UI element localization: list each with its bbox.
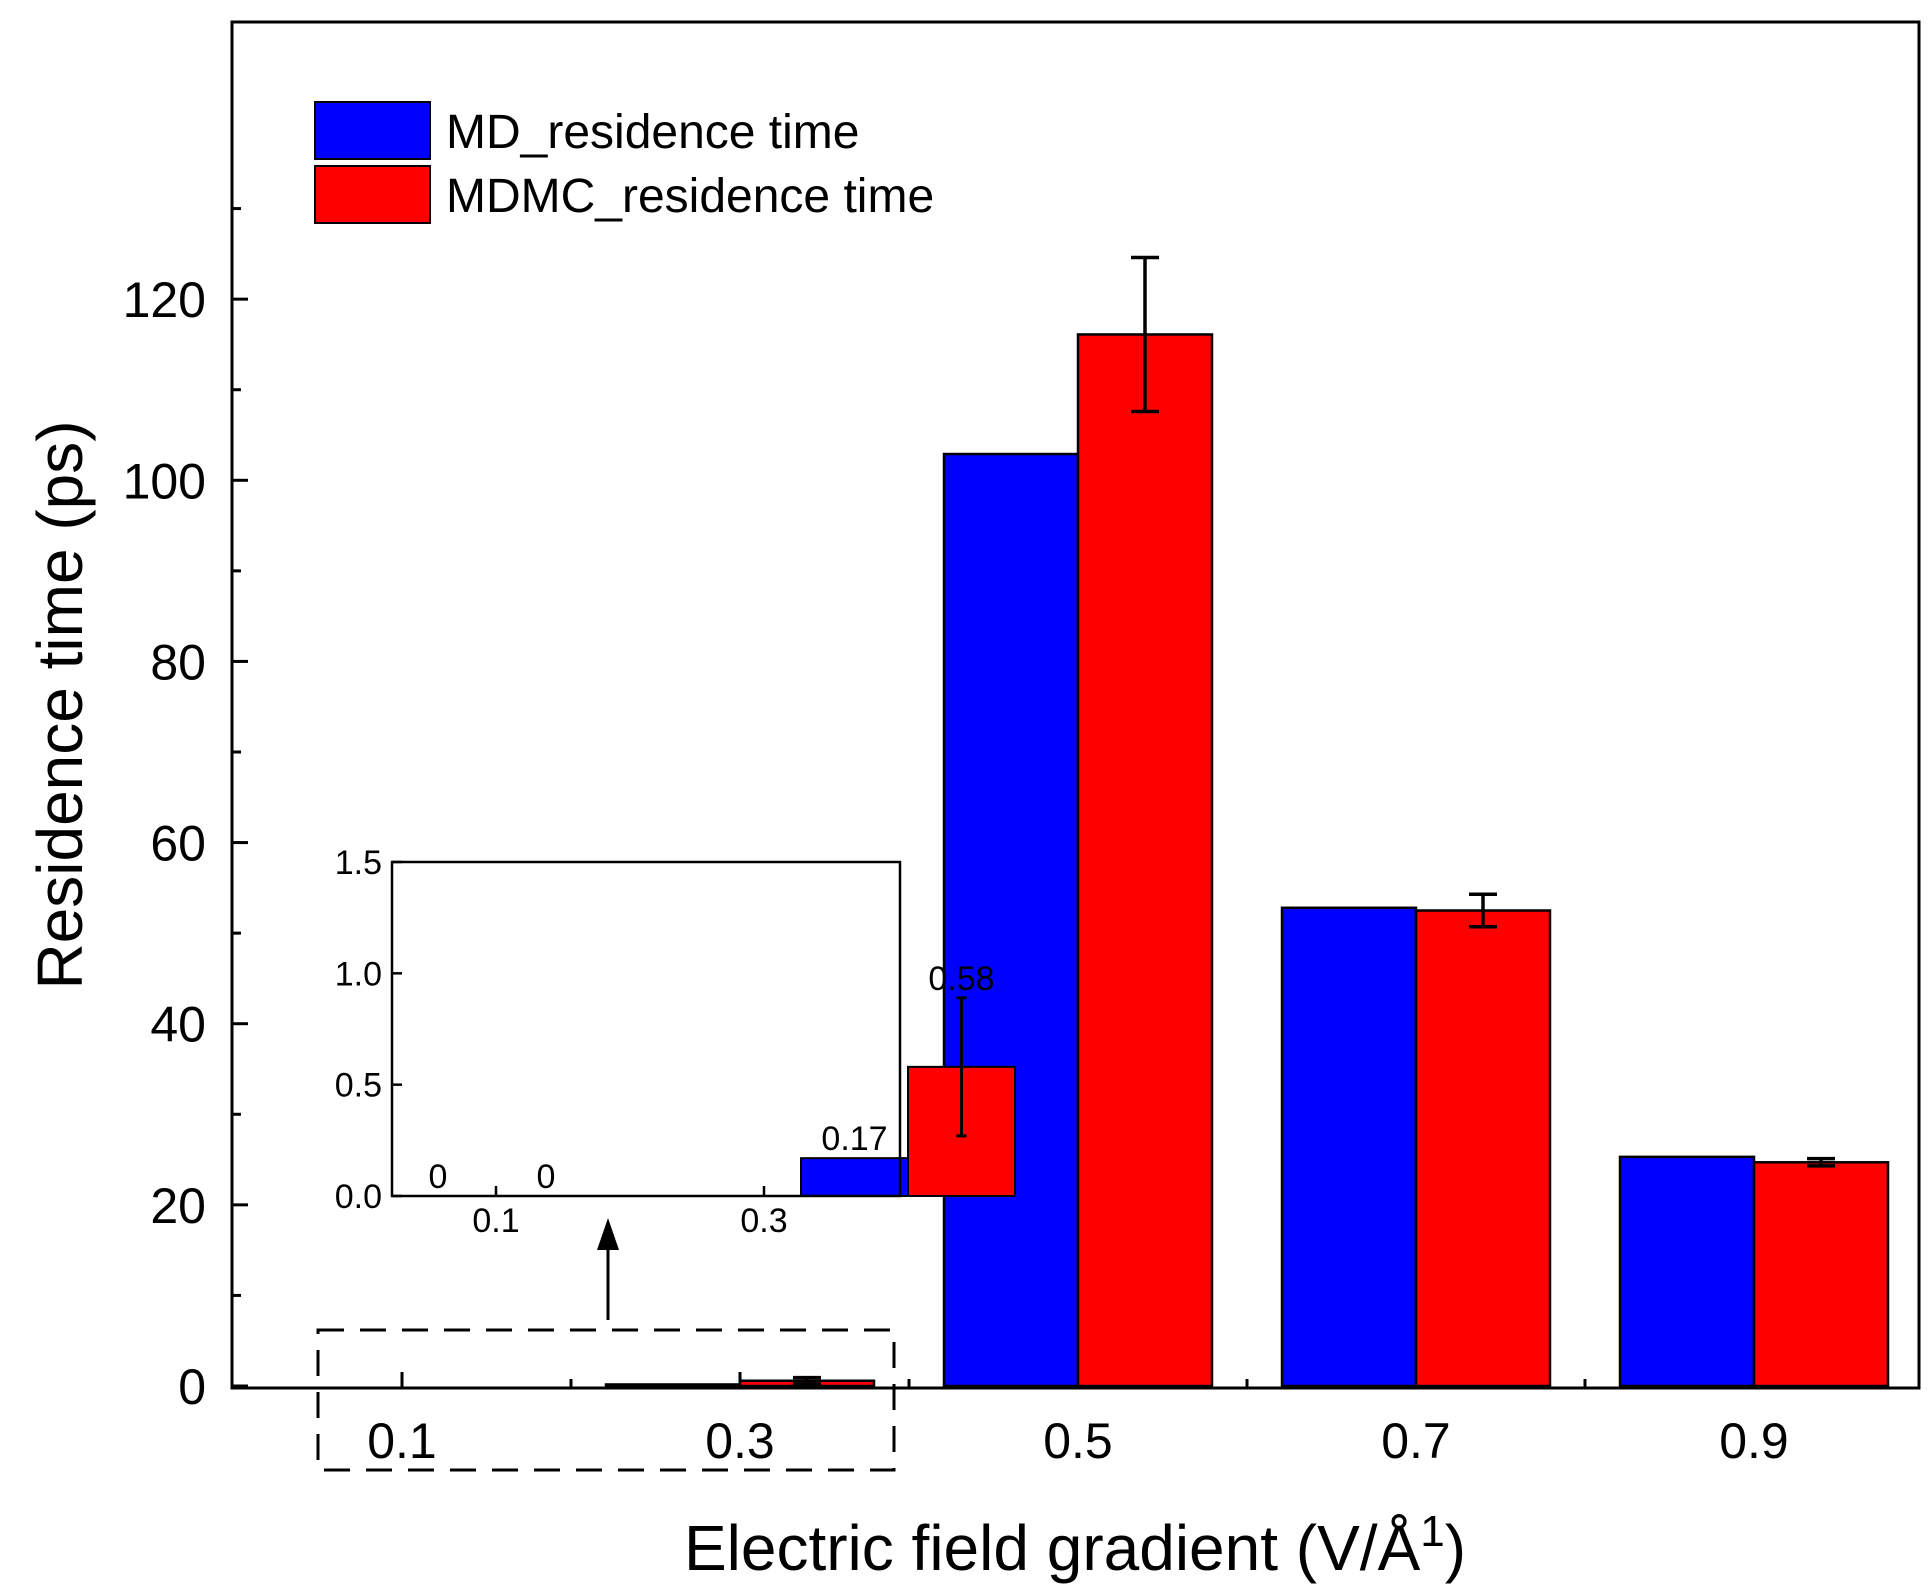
y-tick-label: 100 [123, 453, 206, 509]
inset-x-tick-label: 0.3 [740, 1202, 787, 1240]
x-tick-label: 0.1 [367, 1413, 437, 1469]
bar-mdmc-0.9 [1752, 1161, 1890, 1388]
bar-md-0.3 [604, 1383, 742, 1388]
bar-md-0.9 [1618, 1155, 1756, 1388]
main-bars [604, 333, 1890, 1388]
legend: MD_residence time MDMC_residence time [314, 101, 934, 224]
legend-swatch-mdmc [314, 165, 431, 224]
y-tick-label: 60 [150, 816, 206, 872]
y-axis-title: Residence time (ps) [24, 420, 96, 989]
zoom-region-box [316, 1328, 896, 1472]
inset-value-label: 0.17 [821, 1120, 887, 1158]
legend-label-md: MD_residence time [446, 106, 859, 159]
inset-y-ticks: 0.0 0.5 1.0 1.5 [335, 844, 402, 1216]
inset-value-label: 0.58 [928, 960, 994, 998]
y-tick-label: 20 [150, 1178, 206, 1234]
inset-bar-md-0.3 [800, 1157, 909, 1197]
y-tick-label: 40 [150, 997, 206, 1053]
bar-md-0.7 [1280, 906, 1418, 1388]
inset-value-label: 0 [537, 1158, 556, 1196]
legend-label-mdmc: MDMC_residence time [446, 170, 934, 223]
legend-swatch-md [314, 101, 431, 160]
inset-x-tick-label: 0.1 [472, 1202, 519, 1240]
bar-mdmc-0.5 [1076, 333, 1214, 1388]
zoom-arrow [597, 1218, 619, 1320]
main-plot-frame [230, 20, 1921, 1390]
x-axis-title: Electric field gradient (V/Å1) [684, 1507, 1466, 1584]
inset-background [392, 862, 900, 1196]
y-tick-label: 120 [123, 272, 206, 328]
inset-y-tick-label: 1.5 [335, 844, 382, 882]
x-tick-label: 0.9 [1719, 1413, 1789, 1469]
y-tick-label: 0 [178, 1359, 206, 1415]
inset-y-tick-label: 1.0 [335, 955, 382, 993]
x-axis-title-superscript: 1 [1420, 1507, 1444, 1556]
inset-value-labels: 0 0.17 0 0.58 [429, 960, 995, 1196]
main-x-ticks: 0.1 0.3 0.5 0.7 0.9 [367, 1372, 1789, 1469]
x-axis-title-main: Electric field gradient (V/Å [684, 1512, 1421, 1584]
main-error-bars [793, 255, 1835, 1386]
inset-error-bars [956, 996, 967, 1138]
bar-mdmc-0.7 [1414, 909, 1552, 1388]
main-y-ticks: 0 20 40 60 80 100 120 [123, 207, 248, 1415]
bar-md-0.5 [942, 452, 1080, 1388]
inset-y-tick-label: 0.5 [335, 1067, 382, 1105]
inset-y-tick-label: 0.0 [335, 1178, 382, 1216]
inset-plot-frame [390, 860, 902, 1198]
inset-x-ticks: 0.1 0.3 [472, 1186, 788, 1240]
x-tick-label: 0.3 [705, 1413, 775, 1469]
y-tick-label: 80 [150, 634, 206, 690]
inset-value-label: 0 [429, 1158, 448, 1196]
x-axis-title-close: ) [1445, 1512, 1466, 1584]
x-tick-label: 0.5 [1043, 1413, 1113, 1469]
x-tick-label: 0.7 [1381, 1413, 1451, 1469]
